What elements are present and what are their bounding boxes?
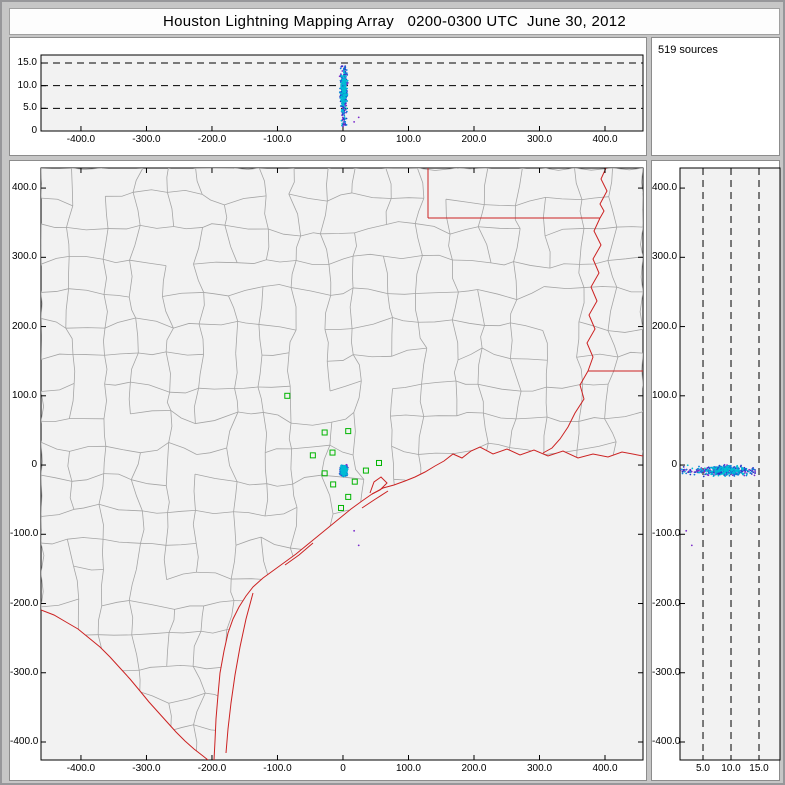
altitude-vs-north-panel: 5.0 10.0 15.0 400.0 300.0 200.0 100.0 0 -100.0 -2… [651, 160, 781, 781]
sources-count-panel: 519 sources [651, 37, 780, 156]
tick-label: 10.0 [17, 79, 37, 91]
altitude-vs-north-plot [679, 167, 781, 761]
plan-view-map-plot [40, 167, 644, 761]
tick-label: 0 [340, 763, 346, 774]
altitude-vs-east-panel: 0 5.0 10.0 15.0 -400.0 -300.0 -200.0 -100.0 0 100… [9, 37, 647, 156]
tick-label: -100.0 [10, 528, 39, 540]
tick-label: -200.0 [197, 134, 227, 145]
lightning-sources-alt-north [679, 463, 756, 547]
tick-label: 100.0 [11, 389, 37, 401]
tick-label: 200.0 [461, 134, 487, 145]
tick-label: -100.0 [263, 763, 292, 774]
tick-label: 10.0 [721, 763, 741, 774]
tick-label: -400.0 [66, 134, 96, 145]
tick-label: 0 [671, 459, 677, 471]
tick-label: 100.0 [652, 389, 678, 401]
tick-label: 300.0 [652, 251, 678, 263]
tick-label: 5.0 [23, 102, 37, 114]
tick-label: 400.0 [652, 182, 678, 194]
tick-label: 15.0 [749, 763, 769, 774]
tick-label: 300.0 [526, 763, 553, 774]
tick-label: 400.0 [592, 134, 618, 145]
tick-label: 100.0 [395, 134, 421, 145]
tick-label: -200.0 [197, 763, 227, 774]
tick-label: 400.0 [11, 182, 37, 194]
tick-label: -200.0 [10, 597, 39, 609]
tick-label: 0 [31, 459, 37, 471]
tick-label: 300.0 [11, 251, 37, 263]
tick-label: -300.0 [652, 666, 681, 678]
state-borders [41, 168, 643, 760]
tick-label: -300.0 [132, 134, 161, 145]
tick-label: -400.0 [66, 763, 96, 774]
tick-label: 200.0 [11, 320, 37, 332]
lightning-sources-map [338, 463, 360, 547]
tick-label: -300.0 [132, 763, 161, 774]
lightning-sources-alt-east [338, 65, 360, 128]
tick-label: -400.0 [652, 735, 681, 747]
page-title: Houston Lightning Mapping Array 0200-030… [9, 8, 780, 35]
tick-label: 15.0 [17, 57, 37, 69]
plan-view-map-panel: -400.0 -300.0 -200.0 -100.0 0 100.0 200.0 300.0… [9, 160, 647, 781]
tick-label: -100.0 [652, 528, 681, 540]
tick-label: -100.0 [263, 134, 292, 145]
tick-label: 0 [340, 134, 346, 145]
tick-label: -400.0 [10, 735, 39, 747]
lma-stations [284, 392, 383, 511]
tick-label: 400.0 [592, 763, 618, 774]
sources-count-label: 519 sources [658, 44, 718, 56]
tick-label: 300.0 [526, 134, 553, 145]
altitude-vs-east-plot [40, 54, 644, 132]
tick-label: 200.0 [652, 320, 678, 332]
tick-label: 200.0 [461, 763, 487, 774]
tick-label: -300.0 [10, 666, 39, 678]
tick-label: 0 [31, 125, 37, 136]
tick-label: 100.0 [395, 763, 421, 774]
tick-label: 5.0 [696, 763, 710, 774]
tick-label: -200.0 [652, 597, 681, 609]
